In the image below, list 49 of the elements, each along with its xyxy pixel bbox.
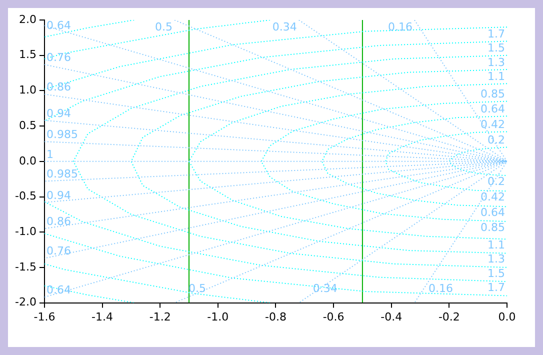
annotation: 0.94 — [46, 188, 71, 202]
y-tick-label: 0.5 — [18, 118, 36, 132]
x-tick-label: -0.4 — [380, 310, 402, 324]
annotation: 0.64 — [46, 19, 71, 32]
annotation: 1.5 — [488, 266, 505, 280]
annotation: 0.16 — [428, 282, 453, 296]
x-tick-label: -0.6 — [322, 310, 344, 324]
annotation: 1.3 — [488, 56, 505, 69]
annotation: 0.85 — [480, 88, 505, 101]
annotation: 1.7 — [488, 28, 505, 41]
annotation: 0.64 — [480, 206, 505, 220]
annotation: 0.86 — [46, 214, 71, 228]
annotation: 0.64 — [480, 102, 505, 116]
x-tick-label: -1.4 — [92, 310, 114, 324]
annotation: 0.16 — [388, 20, 412, 34]
annotation: 1.1 — [488, 238, 505, 252]
x-tick-label: -0.8 — [264, 310, 286, 324]
annotation: 0.76 — [46, 244, 71, 258]
x-tick-label: -1.6 — [34, 310, 56, 324]
annotation: 0.985 — [46, 128, 78, 141]
y-tick-label: 1.0 — [18, 84, 36, 97]
annotation: 0.42 — [480, 118, 505, 132]
annotation: 1.1 — [488, 70, 505, 83]
annotation: 0.86 — [46, 80, 71, 94]
annotation: 1.3 — [488, 252, 505, 266]
x-tick-label: 0.0 — [498, 310, 516, 324]
annotation: 0.85 — [480, 220, 505, 234]
y-tick-label: -0.5 — [14, 190, 36, 203]
y-tick-label: -1.0 — [14, 224, 36, 238]
annotation: 1 — [46, 148, 54, 161]
annotation: 0.2 — [488, 134, 505, 147]
annotation: 0.2 — [488, 174, 505, 188]
x-tick-label: -1.2 — [149, 310, 171, 324]
annotation: 1.5 — [488, 42, 505, 55]
annotation: 0.34 — [312, 282, 338, 296]
annotation: 0.42 — [480, 190, 505, 204]
annotation: 0.76 — [46, 50, 71, 64]
y-tick-label: -2.0 — [14, 296, 36, 309]
y-tick-label: 2.0 — [18, 12, 36, 26]
annotation: 0.94 — [46, 106, 71, 120]
annotation: 1.7 — [488, 280, 505, 294]
y-tick-label: 0.0 — [18, 154, 36, 168]
annotation: 0.5 — [155, 20, 173, 34]
y-tick-label: -1.5 — [14, 260, 36, 274]
x-tick-label: -1.0 — [207, 310, 229, 324]
y-tick-label: 1.5 — [18, 48, 36, 62]
x-tick-label: -0.2 — [438, 310, 460, 324]
annotation: 0.34 — [272, 20, 297, 34]
annotation: 0.985 — [46, 168, 78, 181]
